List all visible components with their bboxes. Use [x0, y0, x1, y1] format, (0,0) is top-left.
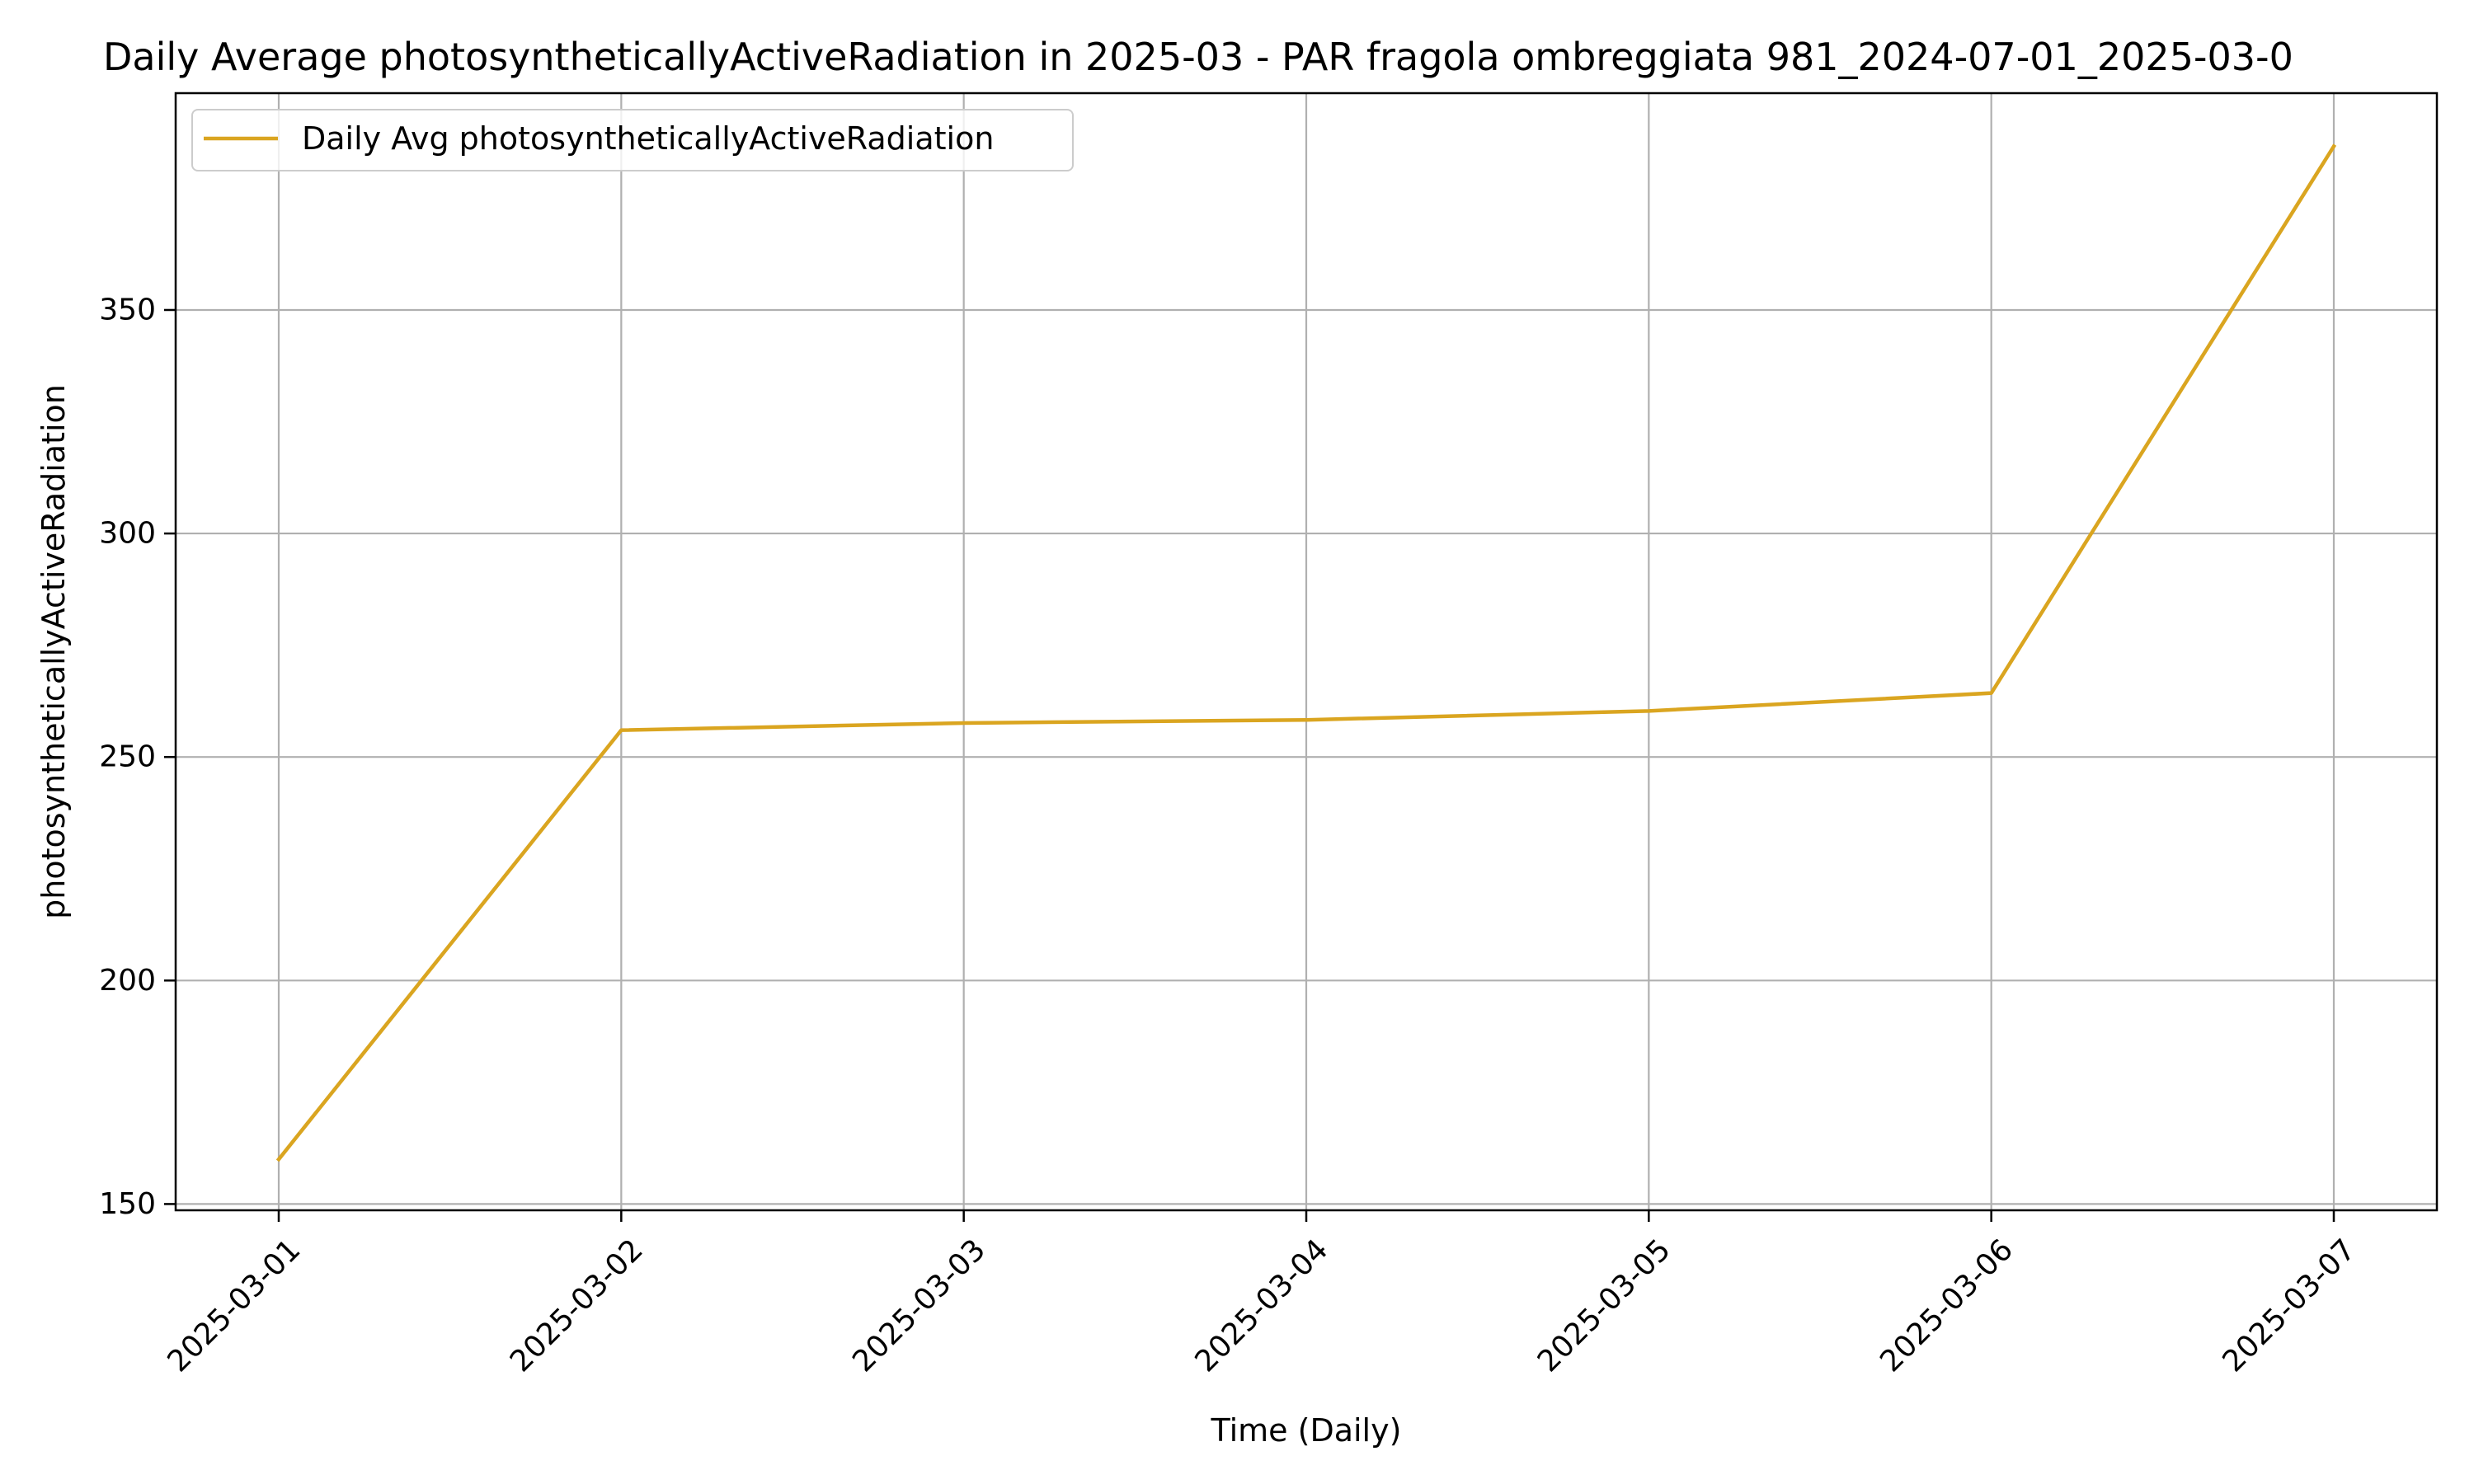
x-axis-label: Time (Daily)	[1211, 1412, 1402, 1449]
legend-box	[191, 109, 1074, 171]
series-layer	[275, 143, 2337, 1162]
y-tick-label: 200	[99, 964, 156, 998]
y-tick-label: 350	[99, 293, 156, 326]
y-tick-label: 300	[99, 517, 156, 551]
y-tick-label: 150	[99, 1187, 156, 1221]
y-axis-ticks: 150 200 250 300 350	[99, 293, 176, 1221]
y-tick-label: 250	[99, 740, 156, 774]
series-line	[275, 143, 2337, 1162]
chart-title: Daily Average photosyntheticallyActiveRa…	[103, 35, 2293, 79]
legend: Daily Avg photosyntheticallyActiveRadiat…	[191, 109, 1074, 171]
legend-label: Daily Avg photosyntheticallyActiveRadiat…	[302, 120, 994, 157]
grid-lines	[176, 93, 2437, 1210]
y-axis-label: photosyntheticallyActiveRadiation	[35, 384, 72, 919]
